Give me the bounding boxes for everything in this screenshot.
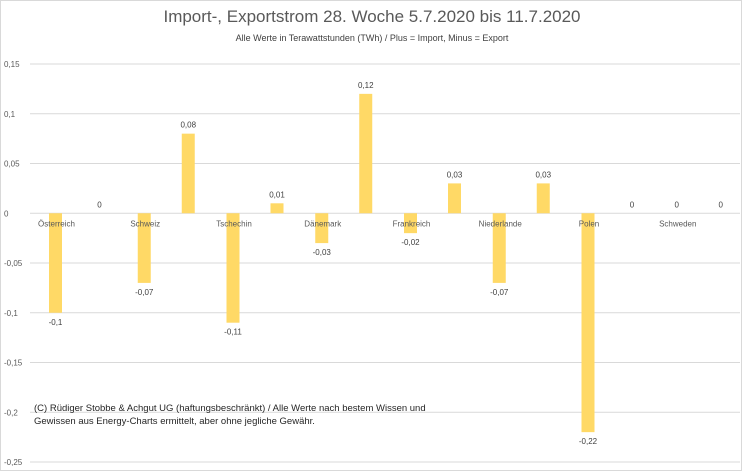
bar-export (49, 213, 62, 313)
data-label: -0,07 (490, 288, 509, 297)
bar-import (270, 203, 284, 214)
bar-import (536, 183, 550, 214)
data-label: -0,02 (401, 238, 420, 247)
bar-export (137, 213, 151, 283)
category-label: Polen (579, 219, 599, 228)
data-label: 0,03 (447, 170, 463, 179)
bar-export (492, 213, 506, 283)
data-label: 0,08 (180, 121, 196, 130)
category-label: Niederlande (479, 219, 523, 228)
data-label: -0,03 (313, 248, 332, 257)
y-tick-label: 0,1 (4, 110, 16, 119)
bar-import (448, 183, 461, 214)
y-tick-label: -0,15 (4, 359, 23, 368)
category-label: Österreich (38, 219, 75, 228)
chart-title: Import-, Exportstrom 28. Woche 5.7.2020 … (163, 7, 581, 26)
y-tick-label: 0,05 (4, 160, 20, 169)
data-label: 0 (630, 200, 635, 209)
copyright-line-2: Gewissen aus Energy-Charts ermittelt, ab… (34, 416, 315, 427)
bar-export (226, 213, 240, 323)
data-label: 0,01 (269, 190, 285, 199)
y-tick-label: -0,05 (4, 259, 23, 268)
y-tick-label: 0 (4, 209, 9, 218)
bar-export (404, 213, 417, 234)
data-label: 0,03 (535, 170, 551, 179)
data-label: 0 (719, 200, 724, 209)
copyright-line-1: (C) Rüdiger Stobbe & Achgut UG (haftungs… (34, 403, 426, 414)
data-label: -0,11 (224, 328, 242, 337)
chart-subtitle: Alle Werte in Terawattstunden (TWh) / Pl… (235, 33, 509, 43)
bar-import (359, 93, 373, 214)
copyright-note: (C) Rüdiger Stobbe & Achgut UG (haftungs… (34, 402, 454, 428)
data-label: -0,1 (49, 318, 63, 327)
category-label: Schweden (659, 219, 696, 228)
y-tick-label: -0,2 (4, 408, 18, 417)
category-label: Tschechin (216, 219, 252, 228)
category-label: Frankreich (393, 219, 431, 228)
y-tick-label: -0,1 (4, 309, 18, 318)
data-label: -0,22 (579, 437, 598, 446)
data-label: 0,12 (358, 81, 374, 90)
data-label: 0 (675, 200, 680, 209)
bar-export (581, 213, 595, 433)
bar-import (181, 133, 195, 214)
data-label: -0,07 (135, 288, 154, 297)
bar-export (315, 213, 329, 244)
y-tick-label: 0,15 (4, 60, 20, 69)
category-label: Dänemark (304, 219, 342, 228)
category-label: Schweiz (130, 219, 160, 228)
y-tick-label: -0,25 (4, 458, 23, 467)
data-label: 0 (97, 200, 102, 209)
